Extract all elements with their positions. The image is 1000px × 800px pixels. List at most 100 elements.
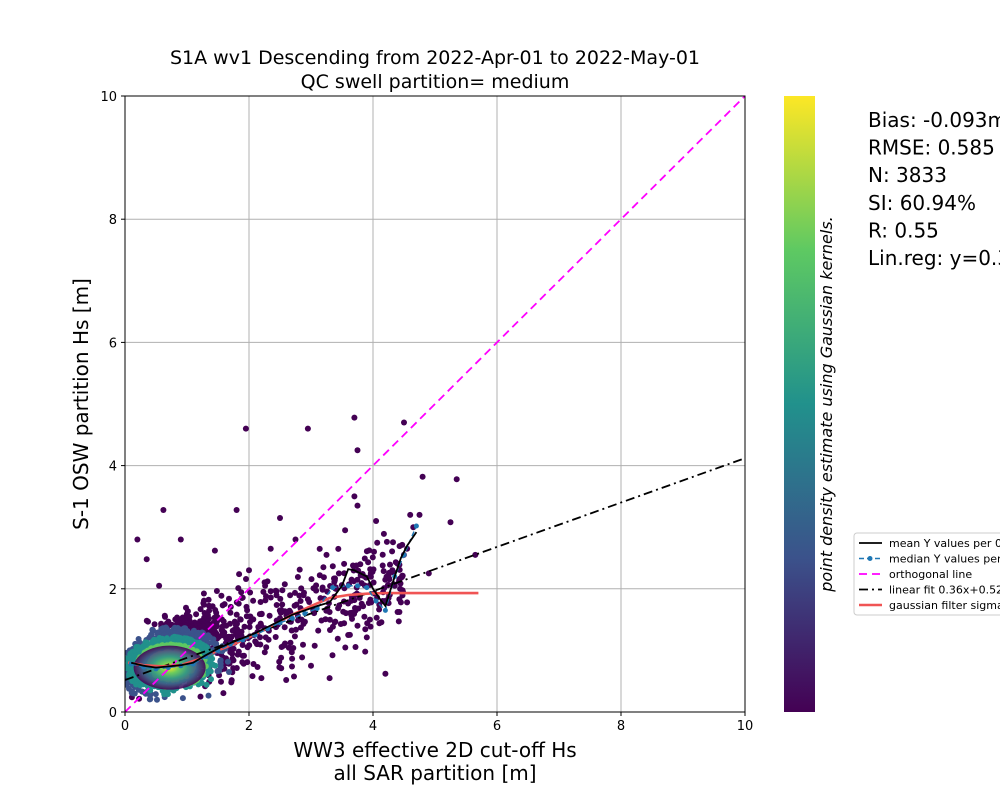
scatter-point xyxy=(281,624,288,631)
series-lines xyxy=(125,96,745,712)
scatter-point xyxy=(205,692,212,699)
scatter-point xyxy=(363,548,370,555)
scatter-point xyxy=(208,639,215,646)
scatter-point xyxy=(273,602,280,608)
scatter-point xyxy=(320,564,327,571)
scatter-point xyxy=(218,592,225,599)
scatter-point xyxy=(337,621,344,627)
stats-line: RMSE: 0.585 xyxy=(868,136,995,160)
scatter-point xyxy=(319,586,326,593)
median-marker xyxy=(289,615,295,621)
scatter-point xyxy=(297,598,304,604)
scatter-point xyxy=(156,582,163,589)
legend-entry: linear fit 0.36x+0.52 xyxy=(889,584,1000,597)
stats-panel: Bias: -0.093m RMSE: 0.585 N: 3833 SI: 60.94… xyxy=(868,108,1000,270)
scatter-point xyxy=(404,599,411,606)
scatter-point xyxy=(361,613,368,620)
scatter-point xyxy=(289,655,296,662)
scatter-point xyxy=(266,612,273,619)
scatter-point xyxy=(329,652,336,659)
legend-entry: gaussian filter sigma xyxy=(889,599,1000,612)
scatter-point xyxy=(285,644,292,651)
scatter-point xyxy=(151,621,158,628)
legend-entry: mean Y values per 0.1 m xyxy=(889,537,1000,550)
scatter-point xyxy=(380,530,387,537)
scatter-point xyxy=(346,631,353,638)
scatter-point xyxy=(395,618,402,625)
scatter-point xyxy=(227,609,234,616)
scatter-point xyxy=(236,571,243,578)
scatter-point xyxy=(246,624,253,630)
series-line-mean xyxy=(130,531,418,669)
chart-title-line-1: S1A wv1 Descending from 2022-Apr-01 to 2… xyxy=(170,47,700,69)
scatter-point xyxy=(201,601,207,608)
scatter-point xyxy=(241,623,248,630)
scatter-point xyxy=(297,624,304,631)
scatter-point xyxy=(235,648,242,655)
scatter-point xyxy=(145,618,151,625)
scatter-point xyxy=(367,623,374,630)
scatter-point xyxy=(257,634,263,641)
scatter-point xyxy=(200,590,207,597)
scatter-point xyxy=(313,582,320,589)
scatter-point xyxy=(363,634,370,641)
scatter-point xyxy=(261,579,268,586)
scatter-point xyxy=(276,664,283,671)
scatter-point xyxy=(294,574,301,580)
median-marker xyxy=(355,583,360,589)
scatter-point xyxy=(358,600,365,607)
x-axis-label-line-1: WW3 effective 2D cut-off Hs xyxy=(293,738,576,762)
scatter-point xyxy=(233,611,240,618)
scatter-point xyxy=(237,616,244,623)
scatter-point xyxy=(383,538,390,545)
y-tick-label: 10 xyxy=(100,90,117,105)
scatter-point xyxy=(238,589,245,596)
scatter-point xyxy=(224,658,231,665)
scatter-point xyxy=(342,644,349,651)
scatter-point xyxy=(257,641,264,648)
scatter-point xyxy=(235,630,242,637)
scatter-point xyxy=(331,577,338,584)
scatter-point xyxy=(301,589,307,596)
legend-box xyxy=(853,532,1000,616)
scatter-point xyxy=(277,515,283,521)
scatter-point xyxy=(335,545,342,552)
scatter-point xyxy=(258,610,265,617)
colorbar-label: point density estimate using Gaussian ke… xyxy=(817,216,836,592)
scatter-point xyxy=(247,589,254,596)
scatter-point xyxy=(351,414,358,421)
scatter-point xyxy=(249,673,256,680)
legend: mean Y values per 0.1 m median Y values p… xyxy=(853,532,1000,616)
y-axis-label: S-1 OSW partition Hs [m] xyxy=(69,278,93,530)
scatter-point xyxy=(318,617,325,624)
scatter-point xyxy=(315,627,322,634)
scatter-point xyxy=(243,576,249,582)
scatter-point xyxy=(354,502,361,509)
scatter-point xyxy=(296,566,303,573)
series-line-orthogonal xyxy=(125,96,745,712)
axis-ticks: 0 2 4 6 8 10 0 2 4 6 8 10 xyxy=(100,90,753,734)
scatter-point xyxy=(396,609,403,615)
scatter-point xyxy=(407,511,414,518)
plot-frame xyxy=(124,95,746,713)
scatter-point xyxy=(453,476,460,483)
scatter-point xyxy=(152,691,159,698)
scatter-point xyxy=(399,587,406,594)
scatter-point xyxy=(220,690,227,697)
scatter-point xyxy=(334,635,341,642)
scatter-point xyxy=(306,599,313,605)
scatter-point xyxy=(447,519,454,526)
scatter-point xyxy=(416,511,423,518)
scatter-point xyxy=(354,447,361,454)
scatter-point xyxy=(227,649,234,656)
scatter-point xyxy=(292,536,299,543)
scatter-point xyxy=(353,562,360,569)
scatter-point xyxy=(276,658,283,665)
scatter-point xyxy=(292,589,298,596)
scatter-point xyxy=(320,574,327,581)
scatter-point xyxy=(369,554,376,561)
scatter-point xyxy=(244,644,251,651)
scatter-point xyxy=(291,633,298,640)
scatter-point xyxy=(396,596,403,603)
